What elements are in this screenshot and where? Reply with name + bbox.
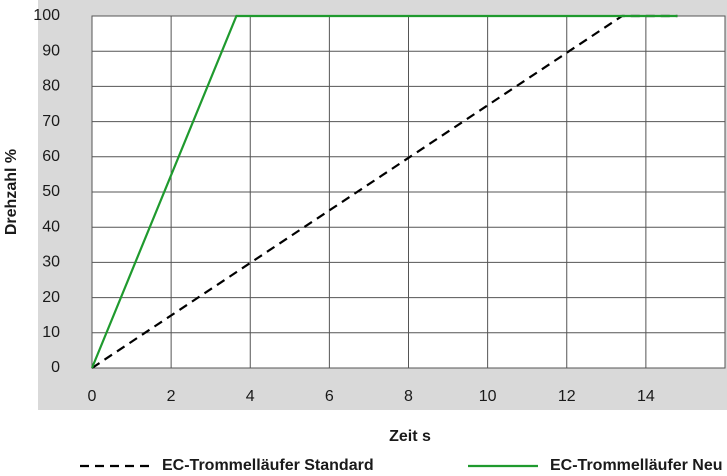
y-tick-label: 50 bbox=[42, 183, 60, 200]
y-tick-label: 90 bbox=[42, 42, 60, 59]
x-tick-label: 2 bbox=[167, 388, 176, 405]
y-axis-label: Drehzahl % bbox=[3, 149, 20, 235]
line bbox=[90, 14, 678, 369]
x-tick-label: 12 bbox=[558, 388, 576, 405]
legend-label: EC-Trommelläufer Neu bbox=[550, 457, 722, 474]
y-tick-label: 100 bbox=[33, 7, 60, 24]
x-tick-label: 4 bbox=[246, 388, 255, 405]
x-tick-label: 8 bbox=[404, 388, 413, 405]
x-tick-label: 6 bbox=[325, 388, 334, 405]
legend-label: EC-Trommelläufer Standard bbox=[162, 457, 374, 474]
y-tick-label: 20 bbox=[42, 289, 60, 306]
y-tick-label: 10 bbox=[42, 324, 60, 341]
y-tick-label: 40 bbox=[42, 218, 60, 235]
y-tick-label: 70 bbox=[42, 113, 60, 130]
y-tick-label: 0 bbox=[51, 359, 60, 376]
x-tick-label: 14 bbox=[637, 388, 655, 405]
y-tick-label: 80 bbox=[42, 78, 60, 95]
y-tick-label: 30 bbox=[42, 254, 60, 271]
x-axis-label: Zeit s bbox=[389, 428, 431, 445]
y-tick-label: 60 bbox=[42, 148, 60, 165]
x-tick-label: 0 bbox=[88, 388, 97, 405]
x-tick-label: 10 bbox=[479, 388, 497, 405]
